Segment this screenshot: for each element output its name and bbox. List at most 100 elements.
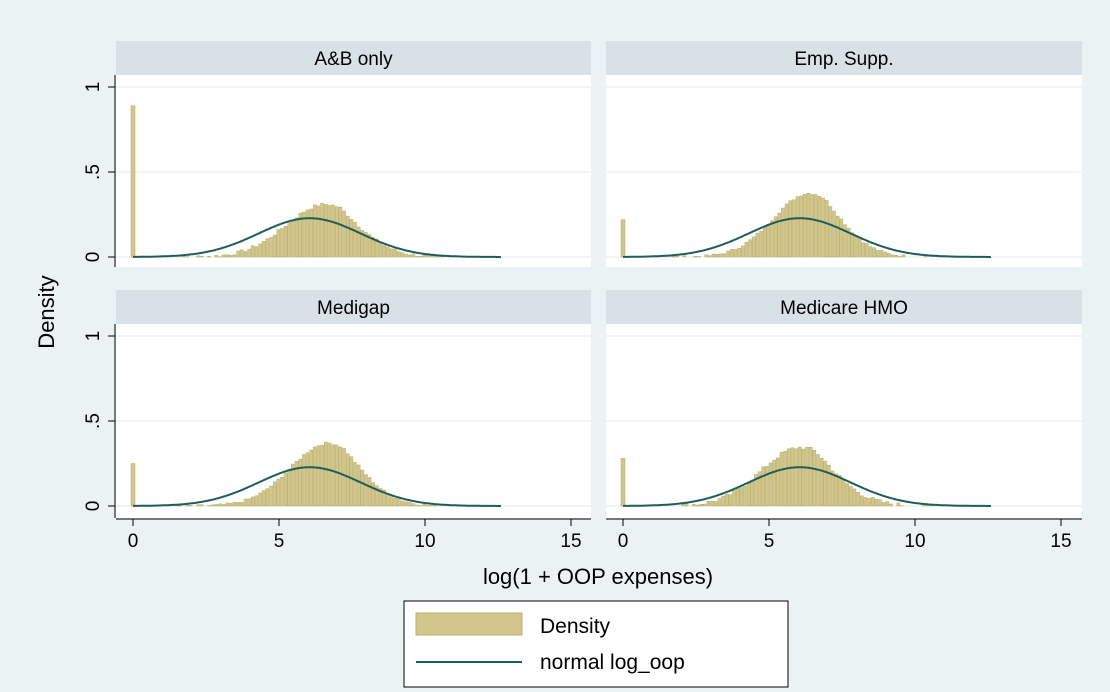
histogram-bar	[743, 486, 747, 507]
histogram-bar	[225, 502, 230, 507]
histogram-bar	[750, 479, 755, 507]
histogram-bar	[378, 488, 383, 507]
histogram-bar	[375, 485, 379, 507]
histogram-bar	[704, 254, 709, 258]
histogram-bar	[367, 477, 372, 507]
histogram-bar	[225, 254, 230, 258]
histogram-bar-zero	[620, 458, 626, 507]
histogram-bar	[338, 446, 343, 507]
histogram-bar	[860, 495, 864, 507]
histogram-bar	[845, 483, 849, 507]
panel-header	[606, 41, 1082, 75]
histogram-bar	[759, 231, 763, 258]
histogram-bar	[897, 256, 902, 258]
histogram-bar	[810, 194, 814, 258]
histogram-bar	[799, 195, 803, 258]
histogram-bar	[418, 256, 423, 258]
histogram-bar	[724, 493, 729, 507]
histogram-bar	[843, 224, 847, 258]
histogram-bar	[741, 245, 745, 258]
histogram-bar	[768, 462, 773, 507]
histogram-bar	[761, 466, 766, 507]
histogram-bar	[739, 487, 744, 507]
histogram-bar	[254, 246, 259, 258]
histogram-bar	[407, 254, 412, 258]
histogram-bar	[342, 448, 346, 507]
histogram-bar	[400, 252, 405, 258]
histogram-bar	[748, 239, 752, 258]
histogram-bar	[404, 501, 408, 507]
histogram-bar	[353, 461, 357, 507]
histogram-bar	[404, 253, 408, 258]
histogram-bar	[265, 238, 270, 258]
histogram-bar	[353, 221, 357, 258]
x-tick-label: 15	[1050, 531, 1071, 552]
histogram-bar	[797, 446, 802, 507]
histogram-bar	[717, 498, 722, 507]
histogram-bar	[772, 459, 776, 507]
histogram-bars	[620, 446, 933, 507]
normal-curve	[623, 466, 991, 507]
histogram-bar	[816, 454, 820, 507]
histogram-bar-zero	[130, 463, 136, 507]
histogram-bar	[773, 216, 778, 258]
histogram-bar	[188, 505, 193, 507]
histogram-bar	[808, 446, 813, 507]
histogram-bar	[874, 499, 879, 507]
histogram-bar	[867, 497, 871, 507]
histogram-bar	[393, 498, 397, 507]
y-tick-label: .5	[83, 413, 104, 429]
histogram-bar-zero	[620, 219, 626, 258]
x-axis-title: log(1 + OOP expenses)	[483, 564, 713, 589]
x-tick-label: 5	[274, 531, 285, 552]
histogram-bar	[258, 492, 262, 507]
histogram-bar	[320, 444, 324, 507]
x-tick-label: 15	[560, 531, 581, 552]
histogram-bar	[865, 243, 869, 258]
histogram-bar	[214, 255, 219, 258]
histogram-bar	[236, 502, 240, 507]
histogram-bar	[703, 503, 707, 507]
histogram-bar	[349, 456, 354, 507]
histogram-bar	[757, 471, 762, 507]
histogram-bar	[371, 237, 376, 258]
y-tick-label: 1	[83, 331, 104, 342]
histogram-bar	[214, 504, 219, 507]
histogram-bar	[291, 463, 295, 507]
histogram-bar	[788, 200, 793, 258]
histogram-bar	[331, 444, 335, 507]
histogram-bar	[830, 470, 835, 507]
histogram-bar	[254, 495, 259, 507]
histogram-bar	[715, 253, 720, 258]
histogram-bar	[313, 446, 317, 507]
histogram-bar	[889, 503, 893, 507]
histogram-bar	[823, 461, 828, 507]
histogram-bar	[243, 498, 248, 507]
histogram-bar	[360, 230, 365, 258]
histogram-bar	[710, 501, 714, 507]
histogram-bar	[272, 481, 277, 507]
histogram-bar	[671, 256, 676, 258]
legend: Density normal log_oop	[403, 600, 789, 688]
histogram-bar	[783, 451, 787, 507]
normal-curve	[623, 217, 991, 258]
histogram-bar	[302, 454, 306, 507]
histogram-bar	[196, 504, 200, 507]
histogram-bar	[309, 208, 313, 258]
histogram-bar	[784, 203, 789, 258]
histogram-bar	[327, 442, 332, 507]
histogram-bar	[839, 218, 844, 258]
panel-header	[116, 290, 591, 324]
histogram-bar	[835, 215, 840, 258]
histogram-bar	[856, 492, 860, 507]
panel-title: Emp. Supp.	[794, 49, 893, 70]
histogram-bar	[342, 210, 346, 258]
histogram-bar	[695, 504, 700, 507]
histogram-bar	[345, 215, 350, 258]
histogram-bar	[345, 453, 350, 507]
histogram-bar	[210, 504, 215, 507]
histogram-bar	[744, 241, 749, 258]
histogram-bar	[706, 500, 711, 507]
